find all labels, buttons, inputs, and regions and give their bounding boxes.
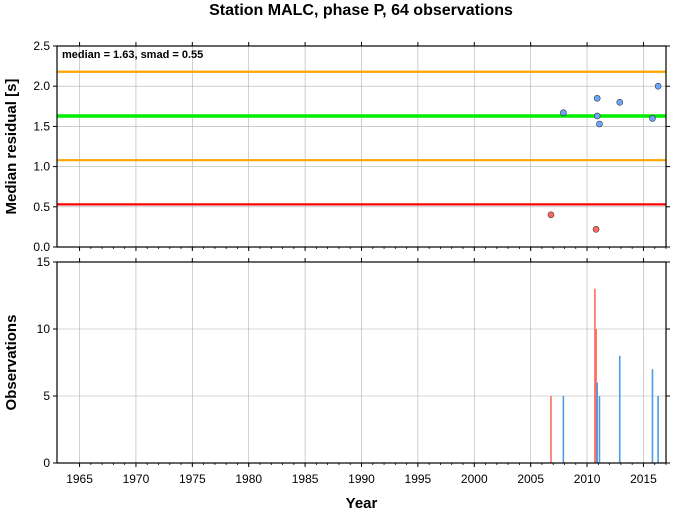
data-point	[592, 226, 600, 233]
x-tick-label: 2000	[461, 472, 488, 486]
data-point	[560, 109, 567, 117]
observations-panel-frame	[56, 261, 667, 464]
data-point	[649, 115, 656, 122]
x-tick-label: 1990	[348, 472, 375, 486]
x-tick-label: 1970	[123, 472, 150, 486]
residual-panel: 0.0 0.5 1.0 1.5 2.0 2.5 median = 1.63, smad = …	[3, 39, 670, 254]
residual-y-tick-label: 2.0	[33, 79, 50, 93]
x-tick-label: 2015	[630, 472, 657, 486]
residual-y-tick-label: 0.5	[33, 200, 50, 214]
residual-panel-frame	[56, 45, 667, 248]
observations-y-tick-label: 0	[43, 456, 50, 470]
residual-y-tick-label: 0.0	[33, 240, 50, 254]
residual-y-tick-label: 1.0	[33, 160, 50, 174]
observations-panel: 0 5 10 15 1965 1970 1975 1980 1985 1990 1995 2000 20…	[3, 255, 670, 511]
x-tick-label: 2005	[517, 472, 544, 486]
data-point	[593, 94, 601, 102]
x-tick-label: 1975	[179, 472, 206, 486]
y-axis-label-observations: Observations	[3, 315, 20, 411]
chart-title: Station MALC, phase P, 64 observations	[209, 2, 513, 19]
residual-y-tick-label: 2.5	[33, 39, 50, 53]
data-point	[593, 112, 601, 120]
observations-y-tick-label: 15	[37, 255, 51, 269]
data-point	[654, 82, 662, 90]
observations-y-tick-label: 5	[43, 389, 50, 403]
data-point	[547, 211, 555, 219]
residual-y-tick-label: 1.5	[33, 119, 50, 133]
x-axis-label: Year	[346, 495, 378, 511]
x-tick-label: 1980	[235, 472, 262, 486]
y-axis-label-residual: Median residual [s]	[3, 79, 20, 215]
stats-annotation: median = 1.63, smad = 0.55	[62, 49, 203, 61]
data-point	[596, 120, 603, 128]
x-tick-label: 1965	[66, 472, 93, 486]
x-tick-label: 1985	[292, 472, 319, 486]
observations-y-tick-label: 10	[37, 322, 51, 336]
x-tick-label: 2010	[574, 472, 601, 486]
data-point	[616, 98, 624, 106]
x-tick-label: 1995	[405, 472, 432, 486]
